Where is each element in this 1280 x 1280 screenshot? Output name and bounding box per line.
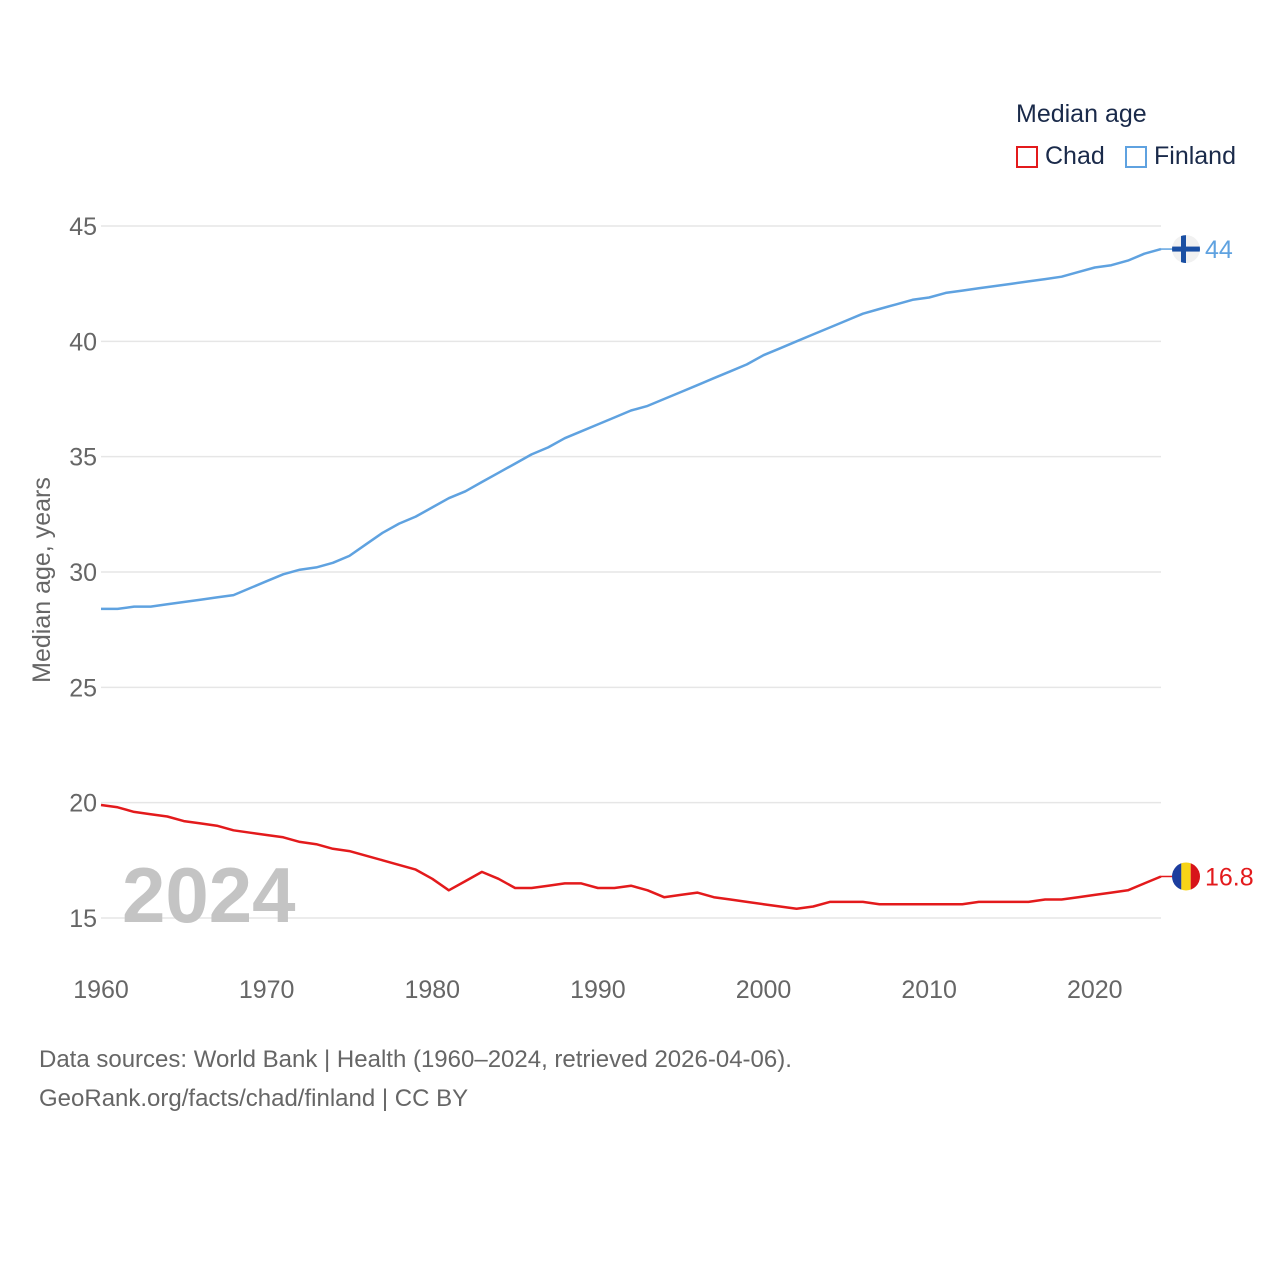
x-tick-label-1970: 1970 [239,976,295,1004]
y-tick-label-45: 45 [69,213,97,241]
x-tick-label-2000: 2000 [736,976,792,1004]
end-labels: 16.8 44 [1161,235,1254,891]
y-tick-label-25: 25 [69,674,97,702]
series-line-chad[interactable] [100,803,1162,911]
year-watermark: 2024 [122,851,296,939]
legend-swatch-chad [1016,145,1038,168]
y-tick-label-30: 30 [69,559,97,587]
legend-item-chad[interactable]: Chad [1016,142,1105,171]
end-label-finland: 44 [1205,236,1233,264]
legend-item-finland[interactable]: Finland [1125,142,1236,171]
y-axis-label: Median age, years [28,477,56,683]
series-lines [100,247,1162,911]
grid-lines [101,225,1161,919]
y-tick-label-20: 20 [69,790,97,818]
y-tick-label-15: 15 [69,905,97,933]
y-axis-ticks: 15 20 25 30 35 40 45 [69,213,97,933]
x-axis-ticks: 1960 1970 1980 1990 2000 2010 2020 [73,976,1122,1004]
legend-swatch-finland [1125,145,1147,168]
legend-label-chad: Chad [1045,142,1105,170]
source-url[interactable]: GeoRank.org/facts/chad/finland | CC BY [39,1085,469,1112]
legend-label-finland: Finland [1154,142,1236,170]
finland-flag-icon [1172,235,1200,264]
end-label-chad: 16.8 [1205,863,1254,891]
x-tick-label-2020: 2020 [1067,976,1123,1004]
legend-title: Median age [1016,100,1147,128]
series-line-finland[interactable] [101,247,1162,611]
x-tick-label-1980: 1980 [404,976,460,1004]
y-tick-label-40: 40 [69,328,97,356]
x-tick-label-1960: 1960 [73,976,129,1004]
x-tick-label-1990: 1990 [570,976,626,1004]
chad-flag-icon [1172,862,1200,891]
source-line: Data sources: World Bank | Health (1960–… [39,1046,792,1073]
y-tick-label-35: 35 [69,444,97,472]
x-tick-label-2010: 2010 [901,976,957,1004]
